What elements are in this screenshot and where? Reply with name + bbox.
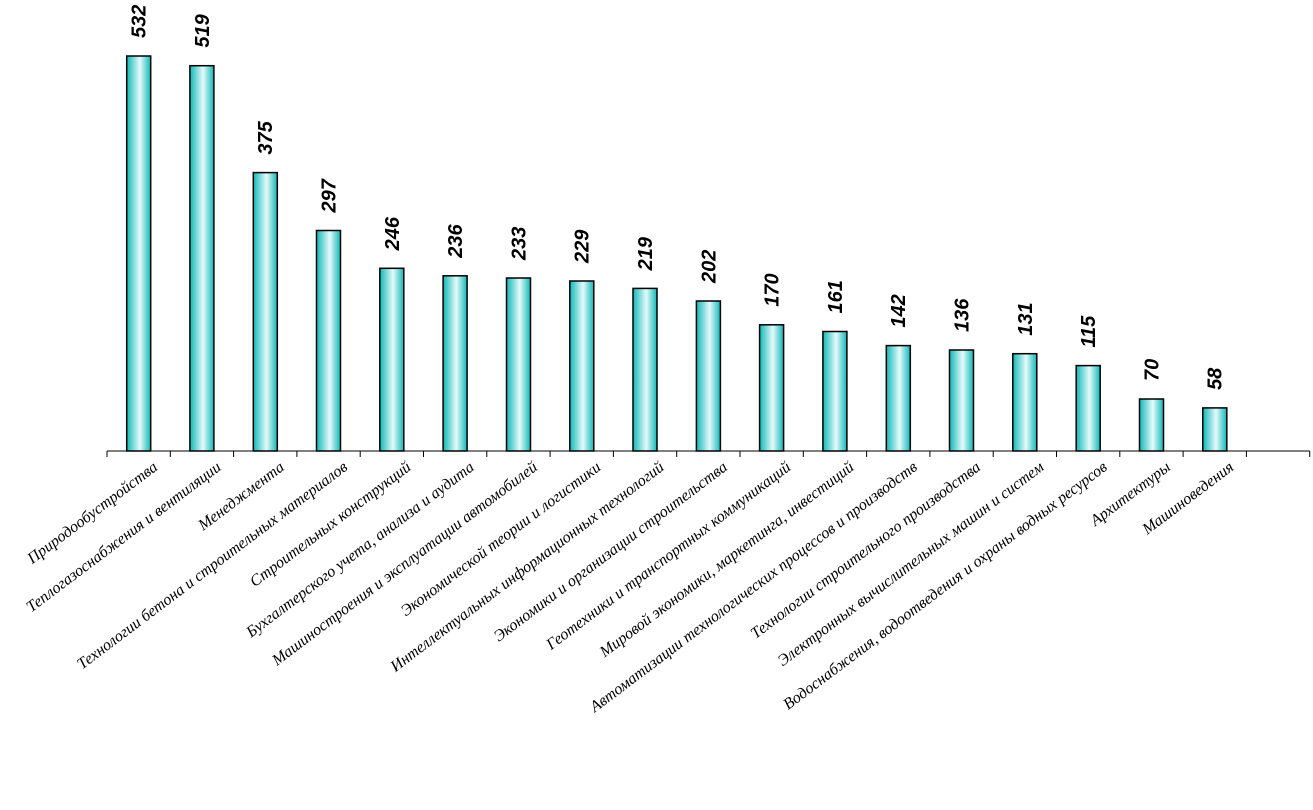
bar (948, 349, 975, 452)
x-tick-label: Бухгалтерского учета, анализа и аудита (242, 459, 477, 642)
bar (442, 275, 468, 452)
bar (1075, 364, 1101, 452)
bar (885, 344, 912, 452)
bar (379, 267, 405, 452)
x-tick-label: Технологии строительного производства (748, 459, 984, 643)
data-label: 375 (255, 120, 277, 154)
bar (1202, 407, 1228, 452)
bar (125, 55, 152, 452)
data-label: 161 (825, 280, 847, 313)
bar (189, 64, 215, 452)
data-label: 136 (952, 298, 974, 332)
data-label: 115 (1078, 315, 1100, 348)
bar (505, 277, 532, 452)
x-tick-label: Экономики и организации строительства (491, 459, 731, 646)
bar (569, 280, 595, 452)
bar (1138, 398, 1165, 452)
data-label: 236 (445, 224, 467, 259)
bar (695, 300, 722, 452)
data-label: 202 (698, 250, 720, 284)
data-label: 233 (508, 227, 530, 261)
data-label: 58 (1205, 367, 1227, 390)
bar (632, 287, 658, 452)
bar (315, 229, 342, 452)
data-label: 532 (129, 5, 151, 38)
data-label: 229 (572, 229, 594, 264)
bar (822, 330, 848, 452)
data-label: 219 (635, 236, 657, 271)
bars-layer (125, 55, 1228, 452)
x-axis (106, 450, 1311, 457)
bar (1012, 352, 1038, 452)
bar (252, 171, 279, 452)
data-label: 519 (192, 13, 214, 47)
data-label: 131 (1015, 302, 1037, 335)
data-label: 170 (762, 273, 784, 306)
data-label: 142 (888, 294, 910, 327)
bar (758, 324, 785, 452)
data-label: 297 (319, 178, 341, 213)
data-label: 246 (382, 216, 404, 251)
data-label: 70 (1141, 359, 1163, 381)
